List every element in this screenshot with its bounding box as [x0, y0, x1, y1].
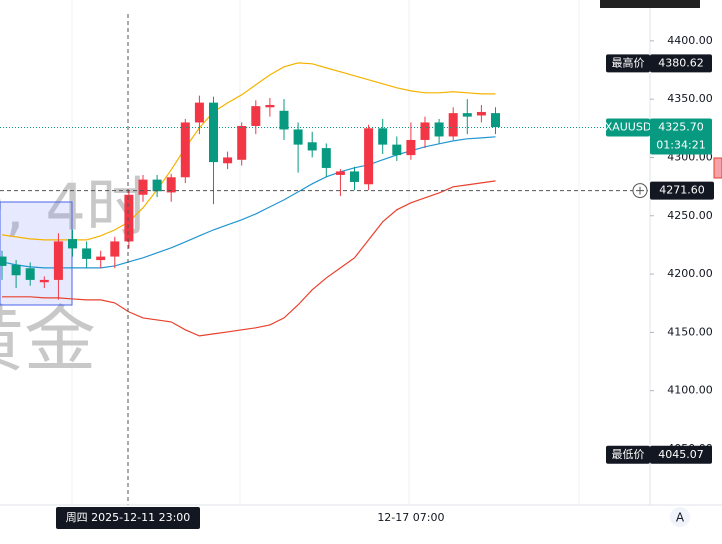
candle-body — [307, 142, 317, 151]
overlay: 4050.004100.004150.004200.004250.004300.… — [56, 34, 714, 529]
plot — [0, 14, 650, 505]
watermark: 黄金 — [0, 298, 96, 382]
candle-body — [392, 144, 402, 156]
price-name-box — [606, 118, 650, 137]
candle-body — [166, 177, 176, 193]
price-box — [650, 118, 712, 155]
candle-body — [68, 239, 77, 249]
candle-body — [406, 139, 416, 156]
candle-body — [124, 194, 134, 242]
price-name: 最高价 — [612, 55, 645, 69]
candle-body — [476, 111, 486, 116]
crosshair-time: 周四 2025-12-11 23:00 — [66, 511, 191, 524]
y-tick-label: 4250.00 — [667, 209, 713, 222]
candle-body — [82, 248, 92, 259]
band-line — [1, 62, 496, 241]
candle-body — [110, 241, 120, 257]
band-line — [2, 180, 496, 337]
price-box — [650, 54, 712, 73]
promo-banner[interactable] — [600, 0, 700, 8]
candle-body — [434, 122, 444, 137]
y-tick-label: 4150.00 — [667, 325, 713, 338]
candle-body — [223, 157, 233, 164]
candle-body — [491, 113, 500, 128]
candle-body — [194, 102, 204, 123]
candle-body — [53, 241, 63, 280]
candle-body — [96, 256, 106, 261]
price-name-box — [606, 54, 650, 73]
x-tick-label: 12-17 07:00 — [377, 511, 444, 524]
y-tick-label: 4100.00 — [667, 384, 713, 397]
price-box — [650, 445, 712, 464]
candle-body — [279, 110, 289, 130]
price-name: 最低价 — [612, 448, 645, 461]
y-tick-label: 4350.00 — [667, 92, 713, 105]
candle-body — [25, 268, 35, 280]
countdown: 01:34:21 — [656, 138, 705, 151]
candle-body — [335, 171, 345, 175]
candle-body — [237, 125, 247, 160]
candle-body — [378, 128, 388, 145]
crosshair-time-box — [56, 507, 200, 529]
candle-body — [462, 113, 472, 117]
price-value: 4325.70 — [658, 120, 704, 133]
price-name-box — [606, 445, 650, 464]
candle-body — [209, 102, 218, 163]
y-tick-label: 4200.00 — [667, 267, 713, 280]
price-value: 4380.62 — [658, 56, 704, 69]
auto-scale-label[interactable]: A — [676, 511, 685, 525]
candle-body — [350, 171, 359, 182]
candle-body — [448, 113, 458, 137]
candle-body — [364, 128, 374, 185]
candle-body — [265, 104, 275, 108]
y-tick-label: 4400.00 — [667, 34, 713, 47]
candle-body — [39, 279, 49, 283]
price-value: 4045.07 — [658, 448, 704, 461]
candle-body — [11, 264, 21, 276]
candle-body — [180, 122, 190, 178]
candle-body — [321, 148, 331, 168]
candle-body — [293, 129, 303, 145]
candle-body — [0, 256, 7, 266]
price-name: XAUUSD — [605, 120, 652, 133]
crosshair-price: 4271.60 — [659, 184, 705, 197]
crosshair-price-box — [650, 181, 714, 200]
candle-body — [251, 106, 261, 126]
crosshair-add-icon — [636, 186, 644, 195]
auto-scale-button[interactable] — [670, 507, 690, 527]
side-button[interactable] — [713, 157, 722, 179]
candle-body — [152, 179, 162, 192]
candle-body — [420, 122, 430, 140]
candle-body — [138, 179, 148, 195]
